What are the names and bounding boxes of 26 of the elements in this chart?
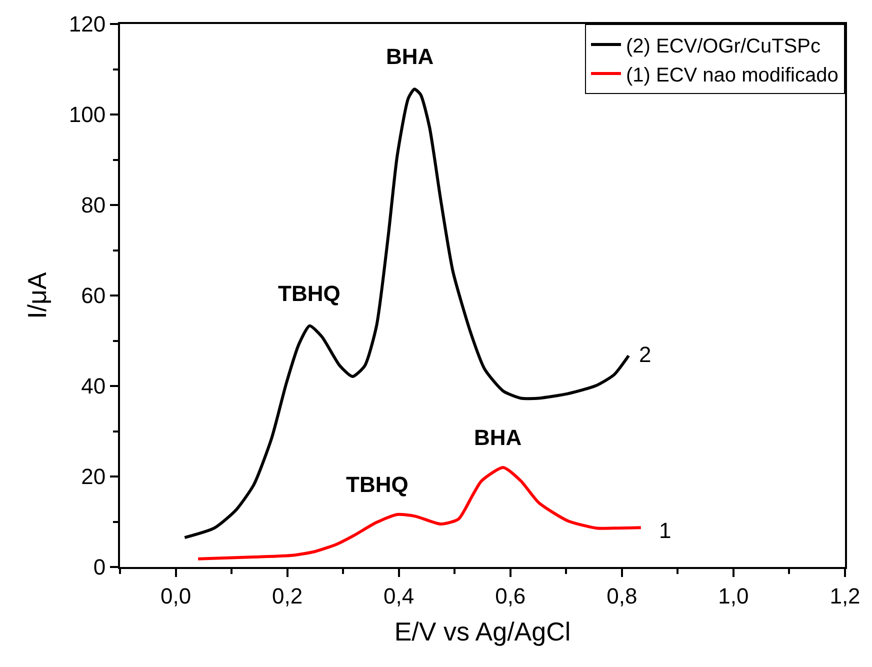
annotation: TBHQ	[346, 472, 408, 497]
annotation: 2	[639, 342, 652, 367]
x-tick-label: 0,8	[606, 583, 638, 608]
annotation: BHA	[474, 425, 522, 450]
y-axis-title: I/μA	[22, 271, 52, 319]
annotation: TBHQ	[278, 281, 340, 306]
y-tick-label: 60	[81, 283, 106, 308]
x-tick-label: 0,2	[272, 583, 303, 608]
line-series	[196, 466, 642, 560]
y-tick-label: 0	[93, 554, 106, 580]
y-tick-label: 120	[68, 12, 106, 37]
x-tick-label: 0,4	[384, 583, 414, 608]
annotation: 1	[659, 518, 672, 543]
x-axis-title: E/V vs Ag/AgCl	[394, 616, 571, 647]
legend-label: (1) ECV nao modificado	[626, 64, 838, 86]
legend-label: (2) ECV/OGr/CuTSPc	[626, 35, 820, 58]
y-tick-label: 40	[81, 374, 106, 399]
y-tick-label: 100	[68, 102, 106, 128]
y-tick-label: 20	[81, 464, 106, 490]
line-series	[183, 88, 630, 540]
x-tick-label: 0,0	[160, 583, 192, 608]
x-tick-label: 1,2	[830, 583, 860, 608]
x-tick-label: 0,6	[495, 583, 526, 608]
y-tick-label: 80	[81, 192, 106, 218]
x-tick-label: 1,0	[718, 583, 749, 608]
annotation: BHA	[386, 44, 434, 69]
